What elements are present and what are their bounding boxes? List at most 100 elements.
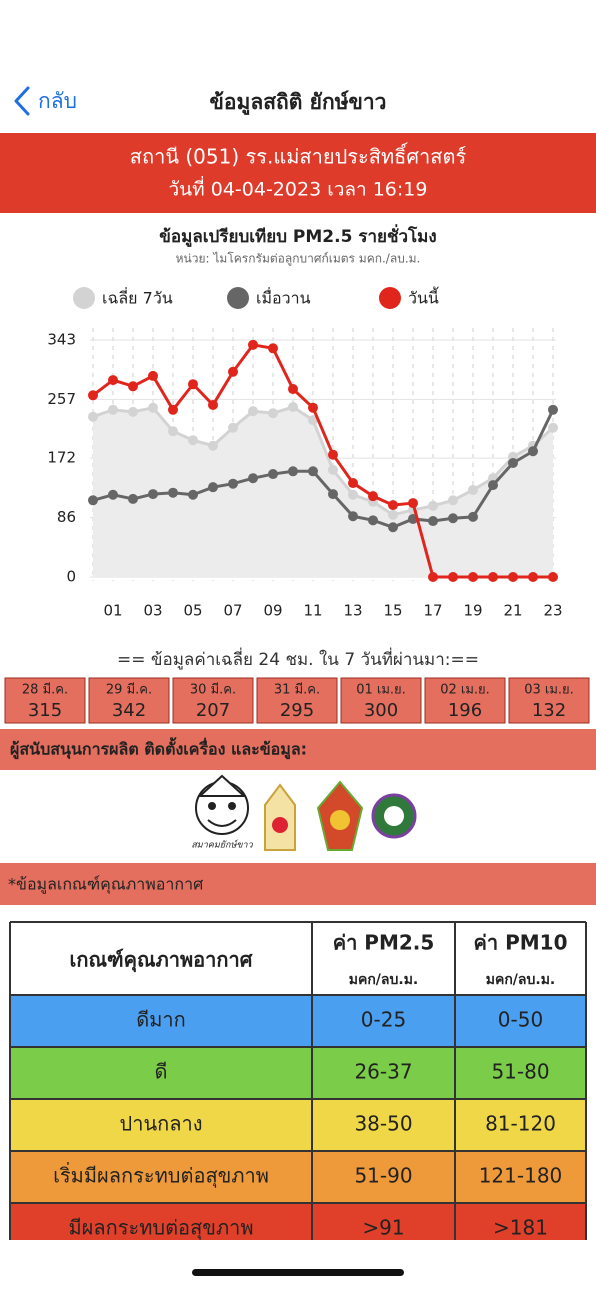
table-cell: 51-80 xyxy=(491,1060,549,1084)
series-point xyxy=(508,572,518,582)
series-point xyxy=(268,343,278,354)
average-date: 30 มี.ค. xyxy=(190,682,236,698)
table-cell: 26-37 xyxy=(354,1060,412,1084)
legend-label: วันนี้ xyxy=(408,287,439,308)
series-point xyxy=(528,572,538,582)
series-point xyxy=(228,422,238,433)
series-point xyxy=(148,370,158,381)
average-date: 03 เม.ย. xyxy=(524,683,574,698)
series-point xyxy=(108,404,118,415)
series-point xyxy=(88,390,98,401)
table-cell: เริ่มมีผลกระทบต่อสุขภาพ xyxy=(53,1162,269,1189)
series-point xyxy=(188,435,198,446)
averages: 28 มี.ค. 315 29 มี.ค. 342 30 มี.ค. 207 31 มี.ค… xyxy=(4,677,590,724)
series-point xyxy=(488,480,498,491)
table-cell: >91 xyxy=(362,1216,404,1240)
series-point xyxy=(328,464,338,475)
series-point xyxy=(148,489,158,500)
x-tick-label: 13 xyxy=(343,602,362,620)
series-point xyxy=(308,466,318,477)
table-cell: มีผลกระทบต่อสุขภาพ xyxy=(68,1216,253,1241)
average-date: 02 เม.ย. xyxy=(440,683,490,698)
logo-4-mark xyxy=(384,806,404,826)
table-cell: 121-180 xyxy=(479,1164,563,1188)
average-box xyxy=(4,677,86,724)
series-point xyxy=(88,495,98,506)
average-value: 207 xyxy=(196,700,230,721)
series-point xyxy=(328,449,338,460)
series-point xyxy=(248,339,258,350)
series-point xyxy=(388,522,398,533)
table-header-unit: มคก/ลบ.ม. xyxy=(349,972,419,988)
station-banner xyxy=(0,133,596,213)
average-value: 342 xyxy=(112,700,146,721)
series-point xyxy=(468,484,478,495)
average-value: 132 xyxy=(532,700,566,721)
y-tick-label: 86 xyxy=(57,508,76,526)
average-value: 196 xyxy=(448,700,482,721)
table-row-bg xyxy=(10,1151,586,1203)
series-point xyxy=(248,473,258,484)
criteria-title: *ข้อมูลเกณฑ์คุณภาพอากาศ xyxy=(8,875,203,895)
logos: สมาคมยักษ์ขาว xyxy=(191,774,417,851)
x-tick-label: 17 xyxy=(423,602,442,620)
series-point xyxy=(88,411,98,422)
table-cell: ดี xyxy=(155,1060,168,1084)
station-datetime: วันที่ 04-04-2023 เวลา 16:19 xyxy=(169,176,428,201)
back-label[interactable]: กลับ xyxy=(38,89,77,113)
series-point xyxy=(168,404,178,415)
series-point xyxy=(528,446,538,457)
legend-swatch xyxy=(227,287,249,309)
series-point xyxy=(228,366,238,377)
x-tick-label: 21 xyxy=(503,602,522,620)
series-point xyxy=(288,466,298,477)
average-value: 300 xyxy=(364,700,398,721)
table-header: เกณฑ์คุณภาพอากาศ xyxy=(70,948,254,973)
table-header-unit: มคก/ลบ.ม. xyxy=(486,972,556,988)
logo-mouth xyxy=(207,819,237,827)
x-tick-label: 19 xyxy=(463,602,482,620)
criteria-bar xyxy=(0,863,596,905)
back-chevron[interactable] xyxy=(14,86,30,116)
series-point xyxy=(128,406,138,417)
series-point xyxy=(328,489,338,500)
bottom-bar xyxy=(0,1240,596,1289)
average-box xyxy=(88,677,170,724)
series-point xyxy=(448,572,458,582)
series-point xyxy=(108,489,118,500)
average-box xyxy=(424,677,506,724)
chart-title: ข้อมูลเปรียบเทียบ PM2.5 รายชั่วโมง xyxy=(159,224,436,248)
legend-label: เมื่อวาน xyxy=(256,287,311,308)
table-row-bg xyxy=(10,995,586,1047)
series-point xyxy=(548,404,558,415)
averages-title: == ข้อมูลค่าเฉลี่ย 24 ชม. ใน 7 วันที่ผ่า… xyxy=(117,647,479,670)
logo-2-mark xyxy=(272,817,288,833)
series-point xyxy=(168,426,178,437)
x-tick-label: 05 xyxy=(183,602,202,620)
series-point xyxy=(488,572,498,582)
series-point xyxy=(348,489,358,500)
x-tick-label: 15 xyxy=(383,602,402,620)
series-point xyxy=(188,379,198,390)
series-point xyxy=(268,408,278,419)
y-tick-label: 257 xyxy=(47,390,76,408)
table-cell: 0-50 xyxy=(498,1008,543,1032)
average-box xyxy=(340,677,422,724)
table-cell: 81-120 xyxy=(485,1112,556,1136)
logo-eye xyxy=(208,802,216,810)
x-tick-label: 23 xyxy=(543,602,562,620)
series-point xyxy=(208,399,218,410)
series-point xyxy=(448,513,458,524)
table-cell: >181 xyxy=(493,1216,548,1240)
series-point xyxy=(208,440,218,451)
series-point xyxy=(468,572,478,582)
series-point xyxy=(428,500,438,511)
series-point xyxy=(408,498,418,509)
series-point xyxy=(308,402,318,413)
series-point xyxy=(368,491,378,502)
nav-back[interactable]: กลับ xyxy=(14,86,77,116)
average-value: 295 xyxy=(280,700,314,721)
series-area xyxy=(93,407,553,577)
average-box xyxy=(256,677,338,724)
